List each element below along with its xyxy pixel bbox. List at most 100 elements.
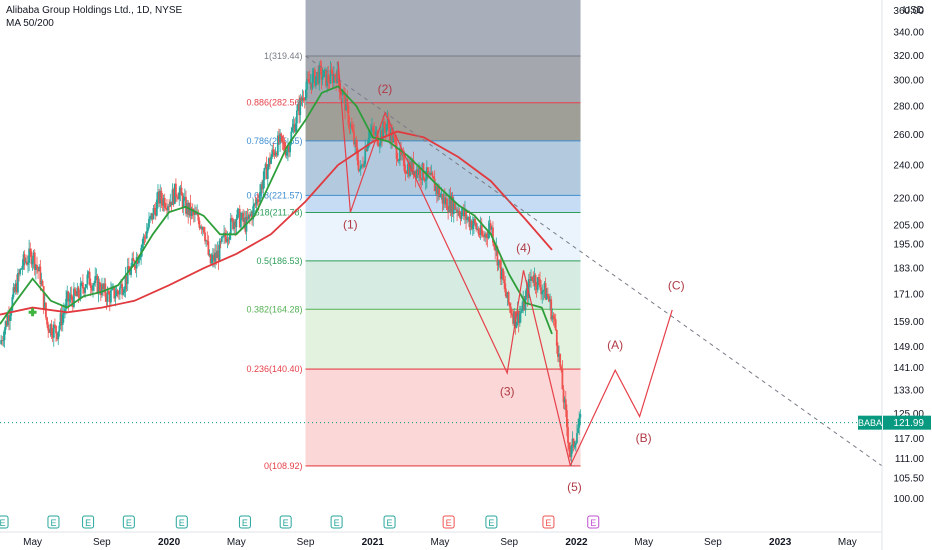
candle-body (227, 238, 230, 240)
golden-cross-icon (28, 308, 37, 317)
earnings-marker[interactable]: E (330, 515, 343, 529)
candle-body (549, 299, 551, 302)
candle-body (315, 76, 317, 86)
candle-body (61, 314, 64, 325)
candle-body (352, 128, 354, 132)
wave-label: (A) (607, 338, 623, 352)
earnings-marker[interactable]: E (485, 515, 498, 529)
candle-body (177, 197, 180, 200)
fib-level-label: 0.5(186.53) (256, 256, 302, 266)
fib-level-label: 0.618(221.57) (246, 190, 302, 200)
candle-body (356, 147, 359, 161)
candle-body (492, 227, 494, 243)
candle-body (443, 197, 446, 205)
earnings-marker[interactable]: E (0, 515, 9, 529)
earnings-marker[interactable]: E (442, 515, 455, 529)
candle-body (326, 74, 329, 87)
earnings-marker[interactable]: E (587, 515, 600, 529)
earnings-marker[interactable]: E (47, 515, 60, 529)
candle-body (508, 303, 511, 307)
candle-body (505, 292, 508, 299)
candle-body (374, 131, 377, 136)
fib-zone (305, 55, 581, 103)
price-tick-label: 300.00 (893, 75, 924, 86)
candle-body (228, 235, 231, 240)
candle-body (88, 271, 91, 286)
candle-body (421, 163, 424, 180)
fib-level-label: 1(319.44) (264, 51, 303, 61)
candle-body (444, 198, 447, 205)
candle-body (535, 286, 538, 290)
candle-body (125, 276, 128, 284)
candle-body (53, 324, 56, 326)
candle-body (15, 283, 18, 293)
price-axis[interactable]: 100.00 105.50 111.00 117.00 125.00 133.00 141.… (858, 0, 932, 550)
candle-body (512, 315, 515, 324)
candle-body (543, 283, 546, 291)
candle-body (462, 208, 465, 217)
candle-body (171, 189, 174, 206)
candle-body (166, 208, 168, 211)
candle-body (149, 216, 152, 219)
earnings-marker[interactable]: E (175, 515, 188, 529)
candle-body (291, 127, 294, 132)
candle-body (238, 208, 241, 228)
candle-body (253, 203, 256, 207)
candle-body (215, 252, 218, 259)
candle-body (225, 237, 228, 242)
candle-body (432, 176, 435, 179)
candle-body (378, 143, 381, 146)
candle-body (279, 133, 281, 143)
candle-body (90, 287, 93, 291)
candle-body (456, 209, 458, 213)
candle-body (475, 222, 478, 229)
candle-body (168, 206, 171, 207)
candle-body (201, 227, 204, 230)
candle-body (469, 220, 472, 227)
candle-body (181, 195, 184, 209)
wave-line (337, 61, 571, 466)
candle-body (27, 262, 29, 265)
earnings-marker[interactable]: E (383, 515, 396, 529)
candle-body (222, 236, 224, 238)
symbol-title[interactable]: Alibaba Group Holdings Ltd., 1D, NYSE (6, 5, 183, 16)
candle-body (121, 283, 124, 295)
candle-body (87, 271, 90, 275)
earnings-marker[interactable]: E (279, 515, 292, 529)
indicator-label[interactable]: MA 50/200 (6, 18, 54, 29)
candle-body (546, 293, 549, 297)
candle-body (360, 164, 363, 166)
candle-body (409, 161, 411, 176)
candle-body (439, 195, 442, 198)
candle-body (403, 156, 406, 172)
candle-body (246, 216, 249, 220)
candle-body (318, 64, 321, 84)
candle-body (48, 330, 51, 333)
candle-body (141, 243, 144, 249)
earnings-marker[interactable]: E (542, 515, 555, 529)
candle-body (520, 311, 522, 314)
earnings-marker[interactable]: E (82, 515, 95, 529)
candle-body (85, 284, 88, 288)
time-tick-label: 2022 (565, 537, 588, 548)
price-tick-label: 320.00 (893, 51, 924, 62)
earnings-marker-label: E (387, 518, 393, 528)
fib-zone (305, 140, 581, 196)
candle-body (560, 366, 563, 369)
earnings-marker[interactable]: E (238, 515, 251, 529)
wave-label: (5) (567, 480, 582, 494)
candle-body (264, 164, 267, 169)
earnings-marker[interactable]: E (122, 515, 135, 529)
candle-body (6, 315, 9, 326)
time-axis[interactable]: May Sep 2020 May Sep 2021 May Sep 2022 May Sep 2023… (0, 531, 882, 548)
earnings-marker-box (175, 515, 188, 529)
candle-body (496, 246, 499, 266)
fib-level-label: 0.886(282.56) (246, 98, 302, 108)
candle-body (420, 178, 423, 180)
candle-body (386, 119, 389, 125)
candle-body (467, 217, 470, 219)
candle-body (37, 268, 39, 272)
candle-body (11, 297, 14, 311)
candle-body (281, 135, 284, 142)
